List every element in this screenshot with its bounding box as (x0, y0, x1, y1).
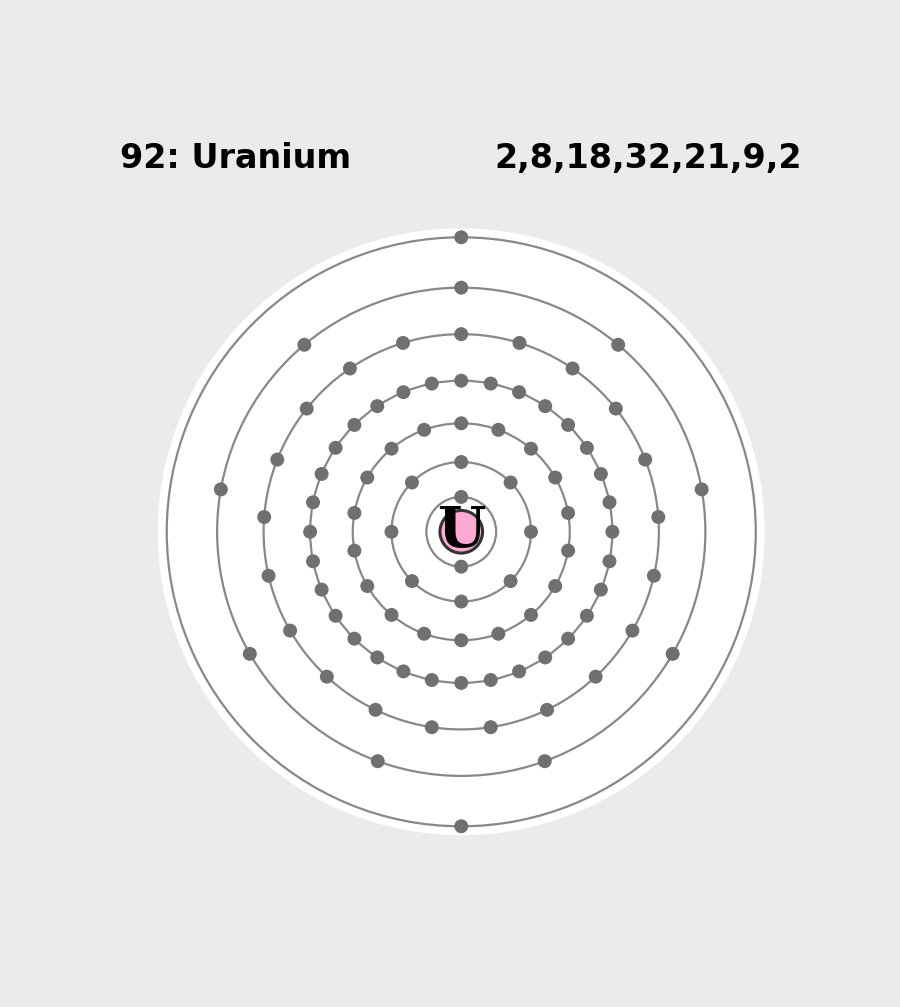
Circle shape (315, 583, 328, 596)
Circle shape (602, 495, 616, 510)
Circle shape (561, 418, 575, 432)
Circle shape (512, 386, 526, 399)
Circle shape (548, 579, 562, 593)
Circle shape (484, 377, 498, 391)
Circle shape (454, 633, 468, 648)
Circle shape (370, 399, 384, 413)
Circle shape (328, 441, 343, 455)
Circle shape (243, 646, 256, 661)
Circle shape (284, 623, 297, 637)
Circle shape (347, 631, 362, 645)
Text: U: U (437, 505, 485, 559)
Circle shape (257, 510, 271, 524)
Circle shape (384, 525, 399, 539)
Circle shape (512, 665, 526, 679)
Circle shape (538, 651, 553, 665)
Circle shape (652, 510, 665, 524)
Circle shape (512, 336, 526, 349)
Circle shape (454, 676, 468, 690)
Circle shape (491, 626, 505, 640)
Circle shape (594, 583, 608, 596)
Circle shape (328, 609, 343, 622)
Circle shape (454, 327, 468, 341)
Circle shape (371, 754, 384, 768)
Circle shape (418, 626, 431, 640)
Circle shape (580, 441, 594, 455)
Circle shape (297, 337, 311, 351)
Circle shape (638, 452, 652, 466)
Circle shape (396, 336, 410, 349)
Circle shape (347, 544, 362, 558)
Circle shape (454, 416, 468, 430)
Circle shape (300, 402, 314, 416)
Circle shape (320, 670, 334, 684)
Circle shape (454, 560, 468, 574)
Circle shape (561, 631, 575, 645)
Text: 2,8,18,32,21,9,2: 2,8,18,32,21,9,2 (495, 142, 802, 175)
Circle shape (425, 377, 438, 391)
Circle shape (425, 720, 439, 734)
Circle shape (483, 720, 498, 734)
Circle shape (425, 673, 438, 687)
Circle shape (548, 470, 562, 484)
Text: 92: Uranium: 92: Uranium (121, 142, 351, 175)
Circle shape (418, 423, 431, 437)
Circle shape (695, 482, 708, 496)
Circle shape (306, 495, 320, 510)
Circle shape (524, 442, 538, 455)
Circle shape (454, 455, 468, 469)
Circle shape (666, 646, 680, 661)
Circle shape (454, 820, 468, 833)
Circle shape (343, 362, 357, 376)
Circle shape (347, 506, 362, 520)
Circle shape (368, 703, 382, 717)
Circle shape (626, 623, 639, 637)
Circle shape (360, 579, 374, 593)
Circle shape (214, 482, 228, 496)
Circle shape (491, 423, 505, 437)
Circle shape (384, 608, 399, 622)
Circle shape (561, 506, 575, 520)
Circle shape (405, 574, 418, 588)
Circle shape (315, 467, 328, 481)
Circle shape (524, 525, 538, 539)
Circle shape (580, 609, 594, 622)
Circle shape (538, 754, 552, 768)
Circle shape (262, 569, 275, 583)
Circle shape (405, 475, 418, 489)
Circle shape (396, 665, 410, 679)
Circle shape (347, 418, 362, 432)
Circle shape (589, 670, 603, 684)
Circle shape (504, 475, 518, 489)
Circle shape (396, 386, 410, 399)
Circle shape (384, 442, 399, 455)
Circle shape (565, 362, 580, 376)
Circle shape (484, 673, 498, 687)
Circle shape (524, 608, 538, 622)
Circle shape (611, 337, 625, 351)
Circle shape (454, 594, 468, 608)
Circle shape (370, 651, 384, 665)
Circle shape (594, 467, 608, 481)
Circle shape (454, 374, 468, 388)
Circle shape (440, 511, 482, 553)
Circle shape (647, 569, 661, 583)
Circle shape (602, 554, 616, 568)
Circle shape (504, 574, 518, 588)
Circle shape (454, 490, 468, 504)
Circle shape (561, 544, 575, 558)
Circle shape (454, 231, 468, 245)
Circle shape (538, 399, 553, 413)
Circle shape (540, 703, 554, 717)
Circle shape (158, 229, 765, 835)
Circle shape (306, 554, 320, 568)
Circle shape (608, 402, 623, 416)
Circle shape (270, 452, 284, 466)
Circle shape (303, 525, 317, 539)
Circle shape (454, 281, 468, 295)
Circle shape (606, 525, 619, 539)
Circle shape (360, 470, 374, 484)
